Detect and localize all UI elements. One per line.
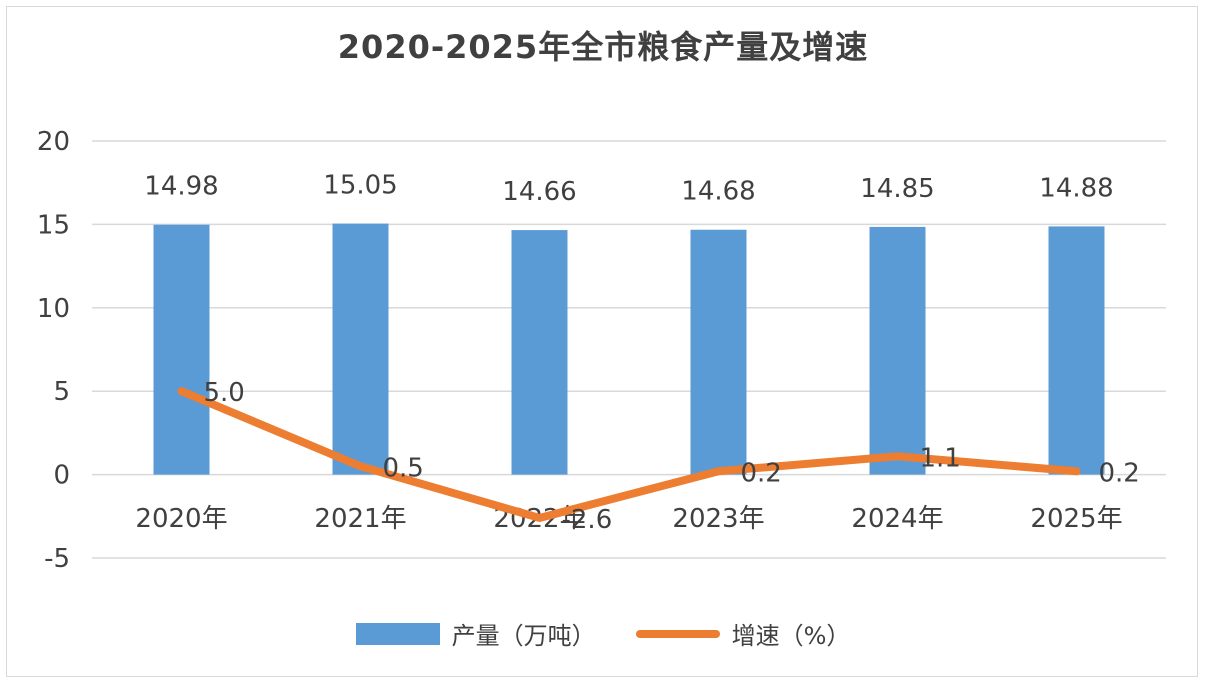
bar (153, 224, 210, 475)
bar-value-label: 14.98 (144, 172, 218, 202)
line-value-label: 0.5 (383, 453, 424, 483)
line-value-label: 0.2 (741, 458, 782, 488)
bar (332, 223, 389, 475)
growth-point (715, 468, 722, 475)
growth-point (357, 463, 364, 470)
bar-value-label: 14.68 (681, 177, 755, 207)
bar-value-label: 14.66 (502, 177, 576, 207)
legend-swatch-bar (355, 622, 440, 645)
y-tick-label: 5 (53, 377, 70, 407)
chart-frame (6, 6, 1198, 677)
bar-value-label: 15.05 (323, 171, 397, 201)
growth-point (178, 388, 185, 395)
line-value-label: -2.6 (562, 505, 613, 535)
growth-line (177, 387, 1081, 522)
line-value-label: 5.0 (204, 378, 245, 408)
bar-value-label: 14.88 (1039, 173, 1113, 203)
growth-point (894, 453, 901, 460)
legend-item-line[interactable]: 增速（%） (635, 616, 851, 651)
growth-point (536, 514, 543, 521)
y-tick-label: 15 (37, 210, 70, 240)
bar (869, 226, 926, 475)
x-tick-label: 2021年 (314, 504, 406, 534)
y-tick-label: 10 (37, 294, 70, 324)
legend-item-bar[interactable]: 产量（万吨） (355, 616, 596, 651)
bar-value-label: 14.85 (860, 174, 934, 204)
legend-swatch-line (635, 629, 720, 638)
y-tick-label: 0 (53, 461, 70, 491)
x-tick-label: 2020年 (135, 504, 227, 534)
growth-point (1073, 468, 1080, 475)
x-tick-label: 2024年 (851, 504, 943, 534)
line-value-label: 0.2 (1099, 458, 1140, 488)
chart-legend: 产量（万吨） 增速（%） (0, 616, 1206, 651)
legend-label-line: 增速（%） (731, 622, 851, 650)
y-tick-label: -5 (44, 544, 70, 574)
y-tick-label: 20 (37, 127, 70, 157)
x-tick-label: 2025年 (1030, 504, 1122, 534)
line-value-label: 1.1 (920, 443, 961, 473)
legend-label-bar: 产量（万吨） (451, 622, 596, 650)
chart-title: 2020-2025年全市粮食产量及增速 (337, 28, 869, 66)
bar (511, 230, 568, 475)
x-tick-label: 2023年 (672, 504, 764, 534)
bar (1048, 226, 1105, 475)
bar (690, 229, 747, 475)
